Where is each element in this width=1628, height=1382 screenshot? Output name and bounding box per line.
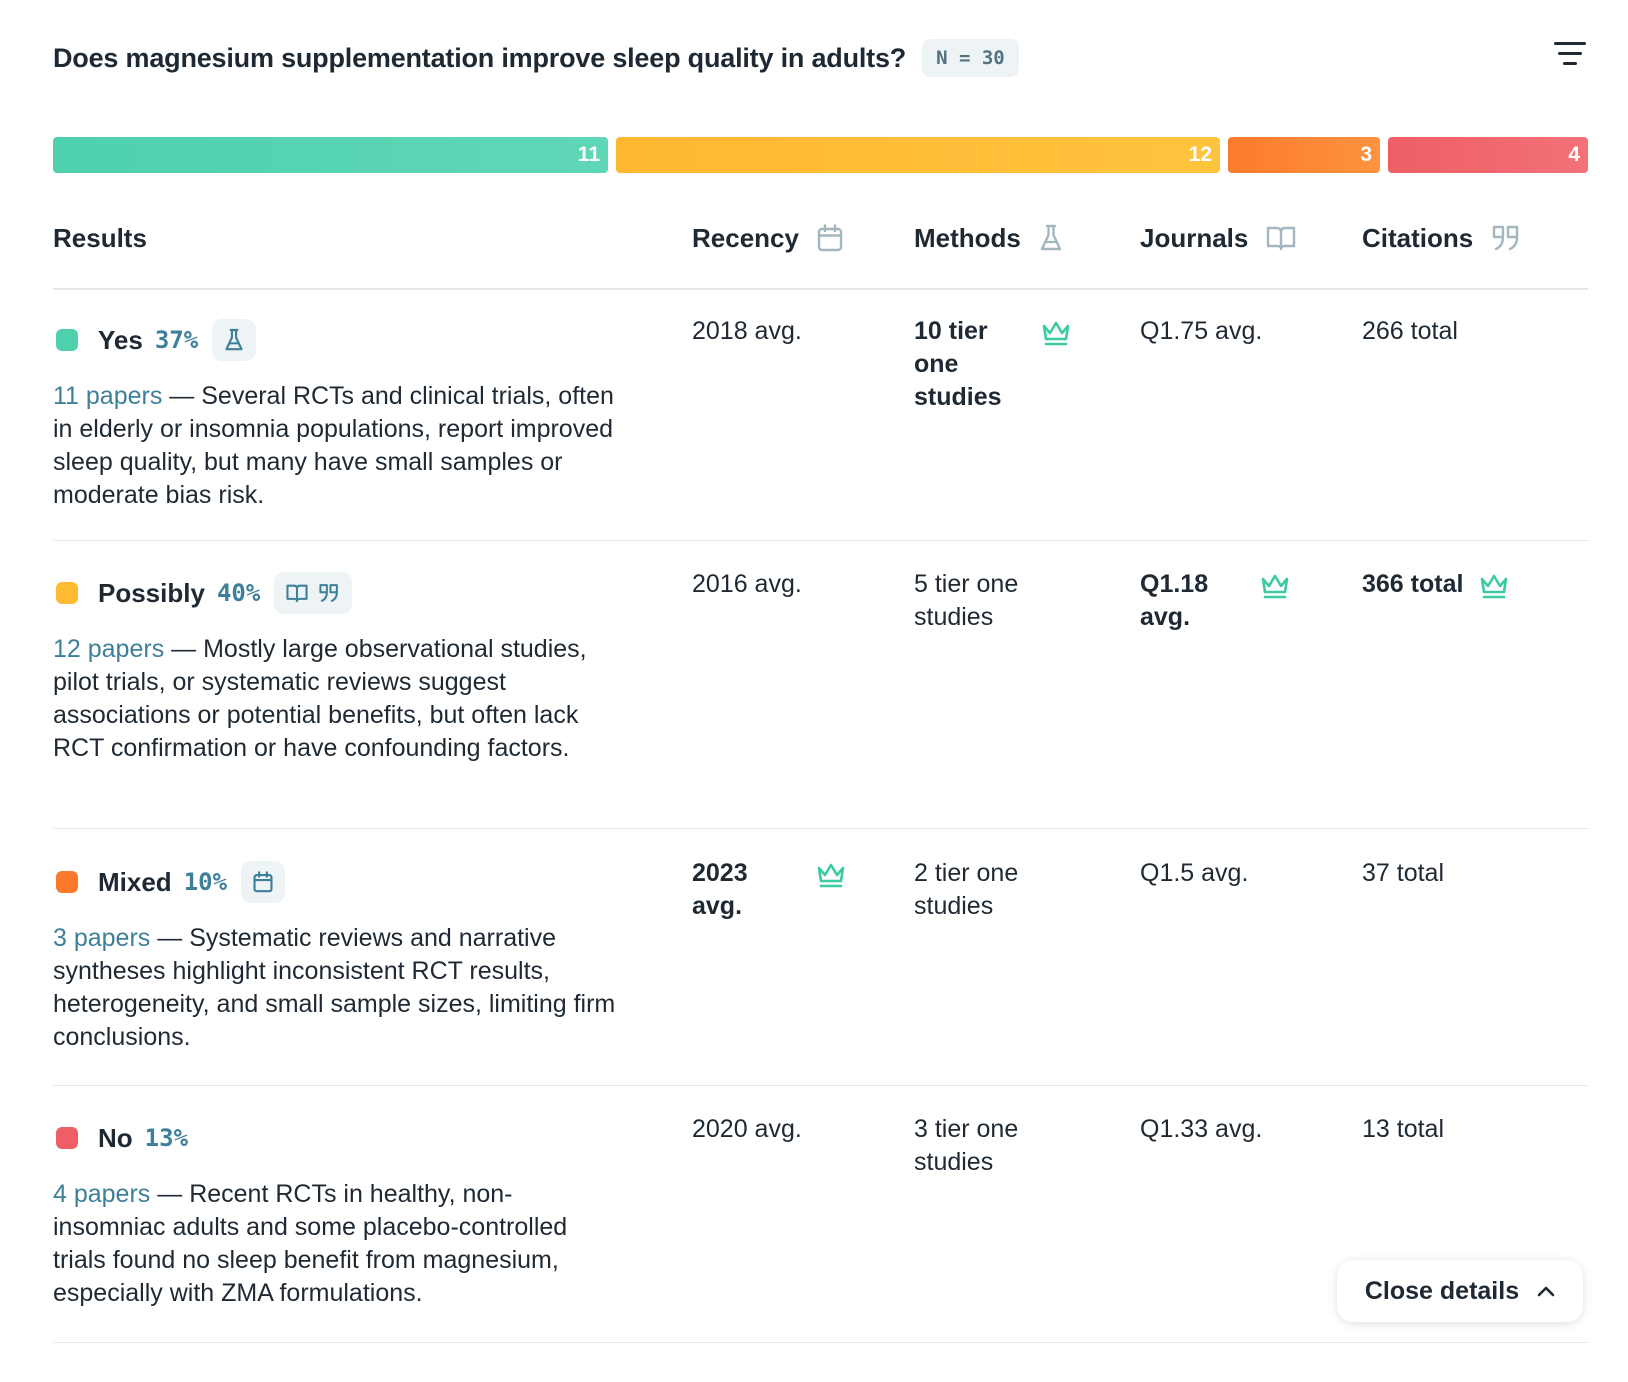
- column-label-results: Results: [53, 222, 147, 253]
- journals-value: Q1.5 avg.: [1140, 859, 1249, 887]
- result-header: Possibly 40%: [53, 571, 353, 615]
- result-label: Possibly: [98, 577, 205, 608]
- recency-value: 2018 avg.: [692, 317, 802, 345]
- header-divider: [53, 288, 1588, 290]
- recency-value: 2023 avg.: [692, 859, 748, 920]
- result-description: 11 papers — Several RCTs and clinical tr…: [53, 380, 623, 512]
- journals-value: Q1.33 avg.: [1140, 1115, 1263, 1143]
- calendar-icon: [817, 224, 843, 252]
- chevron-up-icon: [1537, 1286, 1555, 1297]
- result-label: No: [98, 1122, 133, 1153]
- quote-icon: [319, 584, 339, 602]
- header: Does magnesium supplementation improve s…: [53, 36, 1588, 80]
- result-percent: 13%: [144, 1124, 189, 1152]
- result-label: Yes: [98, 324, 143, 355]
- status-dot: [56, 871, 78, 893]
- open-book-icon: [286, 584, 308, 603]
- crown-icon: [817, 863, 845, 888]
- bar-count-possibly: 12: [1188, 143, 1212, 166]
- row-divider: [53, 1085, 1588, 1086]
- status-dot: [56, 329, 78, 351]
- journals-value: Q1.18 avg.: [1140, 570, 1209, 631]
- status-dot: [56, 1127, 78, 1149]
- result-header: No 13%: [53, 1116, 188, 1160]
- open-book-icon: [1267, 226, 1296, 251]
- column-header-recency[interactable]: Recency: [692, 218, 843, 258]
- quote-icon: [1493, 225, 1519, 251]
- bar-segment-no[interactable]: 4: [1388, 137, 1588, 173]
- citations-value: 13 total: [1362, 1115, 1445, 1143]
- column-header-citations[interactable]: Citations: [1362, 218, 1521, 258]
- column-label-methods: Methods: [914, 222, 1021, 253]
- result-header: Yes 37%: [53, 318, 257, 362]
- recency-value: 2016 avg.: [692, 570, 802, 598]
- crown-icon: [1042, 321, 1070, 346]
- flask-icon: [1040, 224, 1062, 251]
- citations-value: 37 total: [1362, 859, 1445, 887]
- close-details-label: Close details: [1364, 1276, 1520, 1305]
- result-percent: 10%: [183, 868, 228, 896]
- row-divider: [53, 1342, 1588, 1343]
- column-header-results: Results: [53, 218, 147, 258]
- column-label-journals: Journals: [1140, 222, 1249, 253]
- question-title: Does magnesium supplementation improve s…: [53, 42, 907, 73]
- bar-segment-mixed[interactable]: 3: [1228, 137, 1380, 173]
- papers-link[interactable]: 4 papers: [53, 1180, 151, 1208]
- bar-count-mixed: 3: [1360, 143, 1372, 166]
- description-text: — Several RCTs and clinical trials, ofte…: [53, 382, 614, 509]
- methods-value: 10 tier one studies: [914, 317, 1002, 411]
- status-dot: [56, 582, 78, 604]
- sample-size-badge: N = 30: [922, 39, 1019, 77]
- filter-icon[interactable]: [1552, 42, 1588, 74]
- description-text: — Systematic reviews and narrative synth…: [53, 924, 616, 1051]
- column-header-journals[interactable]: Journals: [1140, 218, 1296, 258]
- papers-link[interactable]: 12 papers: [53, 635, 165, 663]
- row-divider: [53, 540, 1588, 541]
- journals-value: Q1.75 avg.: [1140, 317, 1263, 345]
- result-description: 3 papers — Systematic reviews and narrat…: [53, 922, 623, 1054]
- description-text: — Mostly large observational studies, pi…: [53, 635, 587, 762]
- citations-value: 366 total: [1362, 570, 1464, 598]
- row-divider: [53, 828, 1588, 829]
- column-label-citations: Citations: [1362, 222, 1474, 253]
- bar-count-yes: 11: [577, 143, 600, 166]
- result-label: Mixed: [98, 866, 172, 897]
- papers-link[interactable]: 3 papers: [53, 924, 151, 952]
- strength-chip: [274, 572, 353, 614]
- result-percent: 40%: [216, 579, 261, 607]
- methods-value: 3 tier one studies: [914, 1115, 1019, 1176]
- crown-icon: [1480, 574, 1508, 599]
- strength-chip: [241, 861, 286, 903]
- flask-icon: [225, 328, 243, 351]
- calendar-icon: [253, 871, 273, 893]
- crown-icon: [1261, 574, 1289, 599]
- column-header-methods[interactable]: Methods: [914, 218, 1063, 258]
- strength-chip: [212, 319, 257, 361]
- methods-value: 5 tier one studies: [914, 570, 1019, 631]
- bar-segment-yes[interactable]: 11: [53, 137, 608, 173]
- methods-value: 2 tier one studies: [914, 859, 1019, 920]
- result-description: 4 papers — Recent RCTs in healthy, non-i…: [53, 1178, 623, 1310]
- description-text: — Recent RCTs in healthy, non-insomniac …: [53, 1180, 568, 1307]
- results-distribution-bar: 11 12 3 4: [53, 137, 1588, 173]
- result-header: Mixed 10%: [53, 860, 286, 904]
- recency-value: 2020 avg.: [692, 1115, 802, 1143]
- column-label-recency: Recency: [692, 222, 799, 253]
- close-details-button[interactable]: Close details: [1337, 1260, 1583, 1322]
- bar-count-no: 4: [1568, 143, 1580, 166]
- bar-segment-possibly[interactable]: 12: [616, 137, 1220, 173]
- result-percent: 37%: [154, 326, 199, 354]
- citations-value: 266 total: [1362, 317, 1458, 345]
- result-description: 12 papers — Mostly large observational s…: [53, 633, 623, 765]
- papers-link[interactable]: 11 papers: [53, 382, 163, 410]
